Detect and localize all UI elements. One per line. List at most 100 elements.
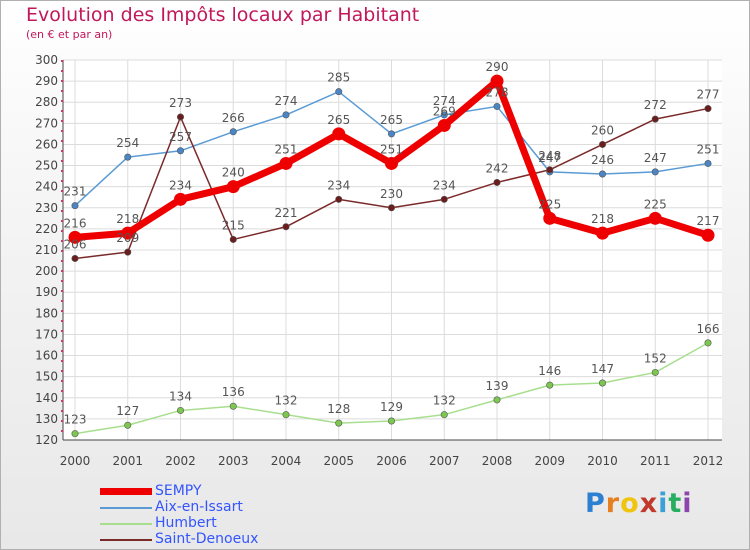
logo-letter: i [682,488,693,519]
data-point-sempy [332,127,346,141]
data-label-humbert: 152 [644,351,667,365]
data-point-aix-en-issart [124,153,132,161]
legend-label-humbert: Humbert [155,515,217,531]
data-label-saint-denoeux: 230 [380,187,403,201]
x-tick-label: 2001 [112,454,143,468]
data-label-aix-en-issart: 266 [222,111,245,125]
data-label-sempy: 225 [644,197,667,211]
x-tick-label: 2007 [429,454,460,468]
data-label-humbert: 146 [538,364,561,378]
data-point-humbert [546,381,554,389]
data-point-sempy [174,192,187,206]
x-tick-label: 2005 [323,454,354,468]
x-tick-label: 2012 [693,454,724,468]
data-point-aix-en-issart [704,159,712,167]
x-tick-label: 2006 [376,454,407,468]
data-point-sempy [648,211,662,225]
data-label-saint-denoeux: 215 [222,218,245,232]
y-tick-label: 180 [35,306,58,320]
data-point-saint-denoeux [335,195,343,203]
data-label-humbert: 132 [433,394,456,408]
data-label-saint-denoeux: 273 [169,96,192,110]
chart-title: Evolution des Impôts locaux par Habitant [26,4,420,26]
data-point-aix-en-issart [335,88,343,96]
data-label-humbert: 129 [380,400,403,414]
data-point-saint-denoeux [704,105,712,113]
data-point-saint-denoeux [177,113,185,121]
legend-swatch-aix-en-issart [100,507,152,509]
y-tick-label: 210 [35,243,58,257]
data-point-sempy [385,156,398,170]
x-tick-label: 2000 [60,454,91,468]
data-label-aix-en-issart: 274 [275,94,298,108]
data-label-humbert: 132 [275,394,298,408]
x-tick-label: 2003 [218,454,249,468]
data-point-aix-en-issart [71,202,79,210]
x-tick-label: 2009 [534,454,565,468]
y-tick-label: 270 [35,116,58,130]
y-tick-label: 230 [35,201,58,215]
logo-letter: x [639,488,659,519]
data-label-saint-denoeux: 242 [486,161,509,175]
logo-letter: t [668,488,683,519]
logo-letter: r [605,488,621,519]
data-point-humbert [598,379,606,387]
legend-label-saint-denoeux: Saint-Denoeux [155,531,259,547]
data-label-sempy: 265 [327,113,350,127]
data-point-aix-en-issart [387,130,395,138]
legend-swatch-humbert [100,523,152,525]
y-tick-label: 120 [35,433,58,447]
data-label-aix-en-issart: 257 [169,130,192,144]
data-label-aix-en-issart: 246 [591,153,614,167]
data-point-sempy [226,180,240,194]
data-point-saint-denoeux [229,235,237,243]
data-label-sempy: 251 [275,142,298,156]
data-point-saint-denoeux [598,140,606,148]
data-label-sempy: 269 [433,104,456,118]
data-label-sempy: 225 [538,197,561,211]
data-point-aix-en-issart [598,170,606,178]
x-tick-label: 2004 [271,454,302,468]
data-label-saint-denoeux: 206 [64,237,87,251]
data-point-sempy [68,230,82,244]
data-label-saint-denoeux: 234 [327,178,350,192]
data-label-humbert: 166 [697,322,720,336]
y-tick-label: 290 [35,74,58,88]
data-label-humbert: 139 [486,379,509,393]
legend-swatch-saint-denoeux [100,539,152,541]
y-tick-label: 130 [35,412,58,426]
data-label-sempy: 218 [591,212,614,226]
data-point-sempy [701,228,715,242]
legend-swatch-sempy [100,488,152,495]
y-tick-label: 300 [35,53,58,67]
data-label-saint-denoeux: 209 [116,231,139,245]
data-point-humbert [335,419,343,427]
data-point-humbert [229,402,237,410]
data-point-sempy [437,118,451,132]
y-tick-label: 280 [35,95,58,109]
data-label-saint-denoeux: 277 [697,88,720,102]
data-label-saint-denoeux: 260 [591,123,614,137]
y-tick-label: 140 [35,391,58,405]
y-tick-label: 200 [35,264,58,278]
data-point-saint-denoeux [71,254,79,262]
data-point-aix-en-issart [651,168,659,176]
data-label-sempy: 217 [697,214,720,228]
logo-letter: i [658,488,669,519]
y-tick-label: 150 [35,370,58,384]
data-label-humbert: 134 [169,389,192,403]
data-point-aix-en-issart [177,147,185,155]
data-point-humbert [493,396,501,404]
data-point-humbert [177,406,185,414]
data-point-saint-denoeux [651,115,659,123]
data-label-sempy: 251 [380,142,403,156]
data-point-aix-en-issart [493,102,501,110]
data-point-humbert [651,368,659,376]
x-tick-label: 2002 [165,454,196,468]
data-point-humbert [124,421,132,429]
y-tick-label: 240 [35,180,58,194]
data-label-aix-en-issart: 254 [116,136,139,150]
x-tick-label: 2008 [482,454,513,468]
data-point-saint-denoeux [546,166,554,174]
